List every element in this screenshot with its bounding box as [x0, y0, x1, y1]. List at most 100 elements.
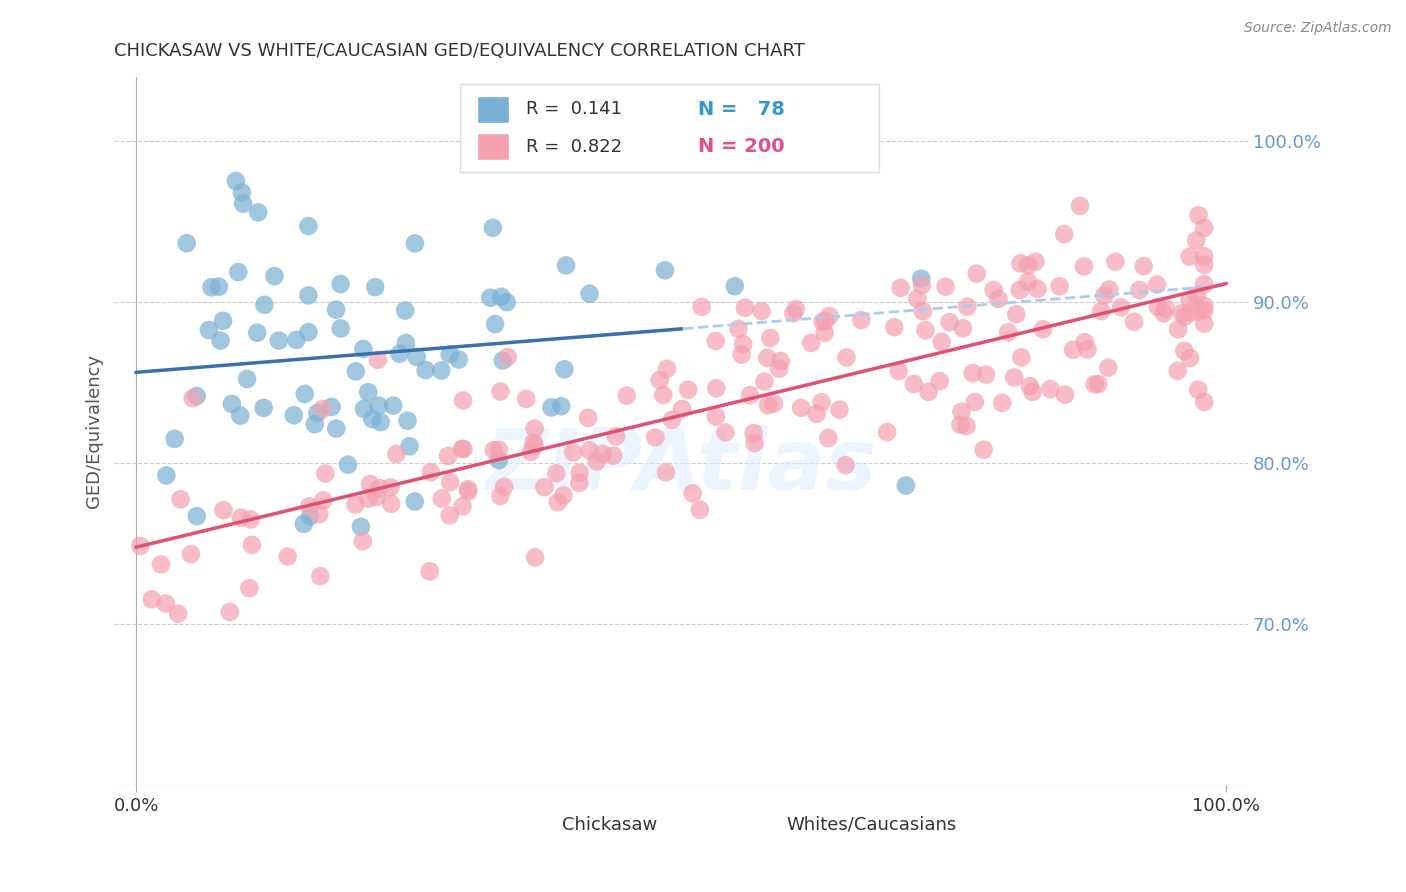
Point — [1026, 282, 1049, 296]
Point — [1104, 254, 1126, 268]
Point — [495, 295, 517, 310]
Point — [285, 333, 308, 347]
Point — [229, 409, 252, 423]
Point — [359, 477, 381, 491]
Point — [553, 362, 575, 376]
Point — [661, 413, 683, 427]
Point — [1017, 275, 1039, 289]
Point — [568, 475, 591, 490]
Point — [1194, 249, 1216, 263]
Point — [817, 431, 839, 445]
Point — [818, 309, 841, 323]
Point — [782, 306, 804, 320]
Point — [439, 508, 461, 523]
Point — [294, 387, 316, 401]
Point — [648, 373, 671, 387]
Point — [1008, 283, 1031, 297]
Point — [704, 381, 727, 395]
Point — [155, 596, 177, 610]
Point — [520, 445, 543, 459]
Point — [733, 337, 755, 351]
Point — [1062, 343, 1084, 357]
Point — [479, 291, 502, 305]
Point — [246, 326, 269, 340]
FancyBboxPatch shape — [477, 95, 509, 122]
Point — [828, 402, 851, 417]
Point — [1194, 395, 1216, 409]
Point — [482, 220, 505, 235]
Point — [299, 509, 322, 524]
Point — [398, 439, 420, 453]
Point — [232, 196, 254, 211]
Point — [991, 396, 1014, 410]
Point — [247, 205, 270, 219]
Point — [1018, 379, 1040, 393]
Point — [762, 396, 785, 410]
Point — [141, 592, 163, 607]
Point — [1097, 360, 1119, 375]
Point — [572, 137, 595, 152]
Point — [239, 512, 262, 526]
Point — [451, 393, 474, 408]
Point — [1132, 260, 1154, 274]
Point — [963, 395, 986, 409]
Point — [457, 482, 479, 496]
Point — [547, 495, 569, 509]
Point — [1123, 315, 1146, 329]
Point — [238, 581, 260, 595]
Point — [1069, 199, 1091, 213]
Point — [1174, 310, 1197, 324]
Point — [928, 374, 950, 388]
Text: CHICKASAW VS WHITE/CAUCASIAN GED/EQUIVALENCY CORRELATION CHART: CHICKASAW VS WHITE/CAUCASIAN GED/EQUIVAL… — [114, 42, 806, 60]
Point — [225, 174, 247, 188]
Point — [1187, 208, 1209, 222]
Point — [482, 443, 505, 458]
Point — [1032, 322, 1054, 336]
Point — [655, 466, 678, 480]
Point — [457, 484, 479, 499]
Point — [312, 401, 335, 416]
Point — [419, 564, 441, 578]
Point — [298, 500, 321, 514]
Point — [1021, 384, 1043, 399]
Point — [955, 419, 977, 434]
Point — [226, 265, 249, 279]
Point — [524, 550, 547, 565]
Point — [540, 401, 562, 415]
Point — [890, 281, 912, 295]
Point — [1024, 254, 1046, 268]
Point — [344, 364, 367, 378]
Point — [415, 363, 437, 377]
Point — [439, 475, 461, 489]
Point — [309, 569, 332, 583]
Point — [277, 549, 299, 564]
Point — [938, 315, 960, 329]
Point — [690, 300, 713, 314]
Point — [395, 335, 418, 350]
Point — [742, 426, 765, 441]
Point — [714, 425, 737, 440]
Point — [910, 271, 932, 285]
Point — [724, 279, 747, 293]
Point — [325, 302, 347, 317]
Point — [198, 323, 221, 337]
Point — [437, 449, 460, 463]
Point — [263, 269, 285, 284]
Point — [404, 494, 426, 508]
Point — [453, 442, 475, 456]
Point — [911, 278, 934, 293]
Point — [212, 503, 235, 517]
Point — [835, 351, 858, 365]
Point — [1053, 387, 1076, 401]
Text: Chickasaw: Chickasaw — [562, 815, 658, 834]
Text: R =  0.141: R = 0.141 — [526, 100, 621, 118]
Point — [489, 489, 512, 503]
Point — [450, 442, 472, 456]
Point — [1002, 370, 1025, 384]
Point — [368, 481, 391, 495]
Point — [492, 353, 515, 368]
Point — [1153, 306, 1175, 320]
Point — [1010, 256, 1032, 270]
Point — [1010, 351, 1032, 365]
Point — [1194, 277, 1216, 292]
